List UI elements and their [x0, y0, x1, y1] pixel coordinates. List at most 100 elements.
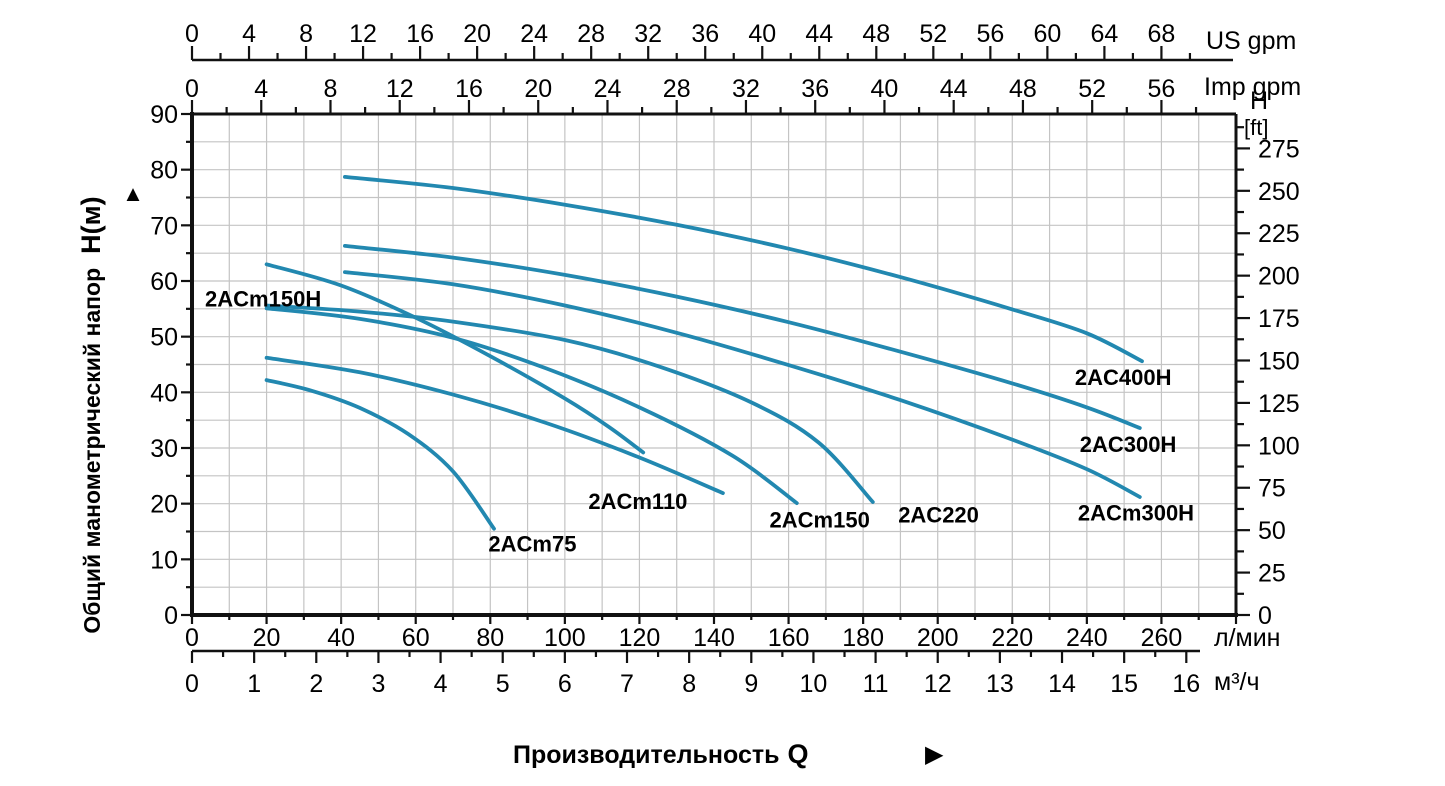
- curve-2AC300H: [343, 244, 1142, 430]
- us-tick-label: 68: [1148, 20, 1176, 48]
- y-axis-title-text: Общий манометрический напорH(м): [76, 196, 106, 633]
- imp-tick-label: 28: [663, 75, 691, 103]
- lmin-tick-label: 160: [768, 624, 810, 652]
- curve-label-2ACm110: 2ACm110: [588, 489, 687, 514]
- us-tick-label: 16: [406, 20, 434, 48]
- lmin-tick-label: 180: [842, 624, 884, 652]
- feet-tick-label: 25: [1258, 560, 1286, 588]
- pump-curves: [264, 175, 1144, 531]
- lmin-tick-label: 120: [619, 624, 661, 652]
- lmin-tick-label: 100: [544, 624, 586, 652]
- feet-tick-label: 250: [1258, 178, 1300, 206]
- imp-tick-label: 44: [940, 75, 968, 103]
- feet-tick-label: 225: [1258, 220, 1300, 248]
- m3h-tick-label: 4: [434, 670, 448, 698]
- m3h-tick-label: 6: [558, 670, 572, 698]
- curve-2ACm150H: [264, 262, 646, 455]
- us-tick-label: 40: [748, 20, 776, 48]
- imp-tick-label: 48: [1009, 75, 1037, 103]
- m3h-tick-label: 5: [496, 670, 510, 698]
- meters-tick-label: 0: [164, 602, 178, 630]
- lmin-unit-label: л/мин: [1214, 624, 1281, 652]
- m3h-tick-label: 7: [620, 670, 634, 698]
- feet-tick-label: 200: [1258, 263, 1300, 291]
- us-tick-label: 36: [691, 20, 719, 48]
- feet-tick-label: 75: [1258, 475, 1286, 503]
- curve-label-2AC300H: 2AC300H: [1080, 432, 1177, 457]
- axis-flow-lmin: 0 20 40 60 80 100 120 140 160 180 200 220 240 260 л/ми…: [185, 615, 1281, 652]
- lmin-tick-label: 200: [917, 624, 959, 652]
- x-axis-right-arrow-icon: ▶: [925, 741, 944, 768]
- meters-tick-label: 10: [150, 546, 178, 574]
- imp-tick-label: 0: [185, 75, 199, 103]
- x-axis-title: Производительность Q ▶: [513, 739, 944, 769]
- meters-tick-label: 30: [150, 435, 178, 463]
- imp-tick-label: 12: [386, 75, 414, 103]
- feet-unit-h: H: [1250, 87, 1268, 115]
- y-axis-title: Общий манометрический напорH(м) ▲: [76, 181, 144, 634]
- us-tick-label: 48: [862, 20, 890, 48]
- us-tick-label: 28: [577, 20, 605, 48]
- m3h-tick-label: 16: [1172, 670, 1200, 698]
- axis-head-meters: 0 10 20 30 40 50 60 70 80 90: [150, 101, 192, 630]
- feet-tick-label: 125: [1258, 390, 1300, 418]
- imp-tick-label: 40: [871, 75, 899, 103]
- us-tick-label: 32: [634, 20, 662, 48]
- axis-flow-m3h: 0 1 2 3 4 5 6 7 8 9 10 11 12 13 14 15 16 м³/ч: [185, 649, 1259, 698]
- feet-tick-label: 50: [1258, 517, 1286, 545]
- lmin-tick-label: 60: [402, 624, 430, 652]
- lmin-tick-label: 40: [327, 624, 355, 652]
- meters-tick-label: 40: [150, 379, 178, 407]
- meters-tick-label: 90: [150, 101, 178, 129]
- m3h-unit-label: м³/ч: [1214, 668, 1259, 696]
- feet-unit-ft: [ft]: [1244, 115, 1268, 140]
- imp-tick-label: 56: [1148, 75, 1176, 103]
- curve-2ACm110: [264, 355, 725, 495]
- curve-2ACm150: [264, 306, 799, 505]
- m3h-tick-label: 1: [247, 670, 261, 698]
- us-tick-label: 4: [242, 20, 256, 48]
- curve-label-2ACm150: 2ACm150: [770, 508, 870, 533]
- imp-tick-label: 20: [524, 75, 552, 103]
- m3h-tick-label: 10: [800, 670, 828, 698]
- lmin-tick-label: 260: [1141, 624, 1183, 652]
- meters-tick-label: 80: [150, 157, 178, 185]
- meters-tick-label: 50: [150, 324, 178, 352]
- x-axis-title-text: Производительность Q: [513, 739, 809, 769]
- feet-tick-label: 100: [1258, 432, 1300, 460]
- us-gpm-unit-label: US gpm: [1206, 27, 1296, 55]
- us-tick-label: 64: [1090, 20, 1118, 48]
- m3h-tick-label: 0: [185, 670, 199, 698]
- meters-tick-label: 70: [150, 212, 178, 240]
- curve-2AC220: [264, 303, 875, 504]
- lmin-tick-label: 140: [693, 624, 735, 652]
- us-tick-label: 12: [349, 20, 377, 48]
- feet-tick-label: 150: [1258, 347, 1300, 375]
- curve-label-2ACm75: 2ACm75: [488, 532, 576, 557]
- curve-2ACm300H: [343, 270, 1142, 499]
- m3h-tick-label: 12: [924, 670, 952, 698]
- axis-head-feet: 0 25 50 75 100 125 150 175 200 225 250 275 H[ft]: [1236, 87, 1300, 630]
- us-tick-label: 8: [299, 20, 313, 48]
- lmin-tick-label: 80: [476, 624, 504, 652]
- lmin-tick-label: 220: [991, 624, 1033, 652]
- m3h-tick-label: 9: [744, 670, 758, 698]
- feet-tick-label: 0: [1258, 602, 1272, 630]
- y-axis-up-arrow-icon: ▲: [122, 181, 144, 206]
- feet-tick-label: 275: [1258, 135, 1300, 163]
- m3h-tick-label: 8: [682, 670, 696, 698]
- axis-imp-gpm: 0 4 8 12 16 20 24 28 32 36 40 44 48 52 56 Imp gpm: [185, 73, 1301, 114]
- m3h-tick-label: 3: [371, 670, 385, 698]
- lmin-tick-label: 0: [185, 624, 199, 652]
- us-tick-label: 44: [805, 20, 833, 48]
- m3h-tick-label: 13: [986, 670, 1014, 698]
- meters-tick-label: 20: [150, 491, 178, 519]
- us-tick-label: 56: [976, 20, 1004, 48]
- curve-labels: 2AC400H 2AC300H 2ACm300H 2AC220 2ACm150 2ACm1…: [205, 287, 1194, 557]
- curve-label-2AC400H: 2AC400H: [1075, 365, 1172, 390]
- curve-label-2AC220: 2AC220: [898, 503, 979, 528]
- us-tick-label: 0: [185, 20, 199, 48]
- axis-us-gpm: 0 4 8 12 16 20 24 28 32 36 40 44 48 52 56 60 64 68 US gpm: [185, 20, 1296, 62]
